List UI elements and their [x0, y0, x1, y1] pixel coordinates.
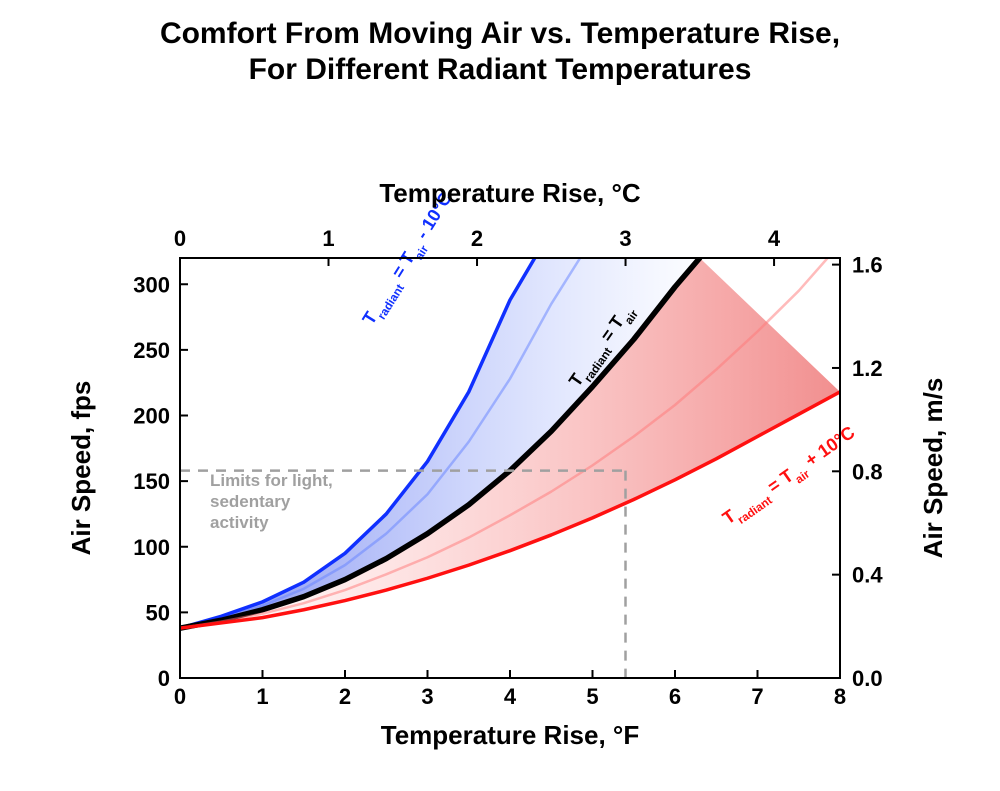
- svg-text:250: 250: [133, 338, 170, 363]
- y-left-axis-label: Air Speed, fps: [66, 381, 96, 556]
- blue-curve-label: Tradiant = Tair - 10°C: [358, 189, 460, 331]
- svg-text:1: 1: [322, 226, 334, 251]
- limit-annotation-line3: activity: [210, 513, 269, 532]
- svg-text:0: 0: [174, 226, 186, 251]
- svg-text:3: 3: [421, 684, 433, 709]
- svg-text:5: 5: [586, 684, 598, 709]
- svg-text:0: 0: [174, 684, 186, 709]
- svg-text:50: 50: [146, 600, 170, 625]
- svg-text:2: 2: [339, 684, 351, 709]
- limit-annotation-line1: Limits for light,: [210, 471, 333, 490]
- chart-svg: Tradiant = Tair - 10°C Tradiant = Tair T…: [0, 0, 1000, 786]
- x-bottom-ticks: 0 1 2 3 4 5 6 7 8: [174, 670, 846, 709]
- svg-text:100: 100: [133, 535, 170, 560]
- svg-text:1.2: 1.2: [852, 356, 883, 381]
- y-right-axis-label: Air Speed, m/s: [918, 378, 948, 559]
- svg-text:300: 300: [133, 272, 170, 297]
- svg-text:6: 6: [669, 684, 681, 709]
- svg-text:200: 200: [133, 404, 170, 429]
- svg-text:4: 4: [768, 226, 781, 251]
- svg-text:2: 2: [471, 226, 483, 251]
- svg-text:3: 3: [619, 226, 631, 251]
- svg-text:Tradiant = Tair - 10°C: Tradiant = Tair - 10°C: [358, 189, 460, 331]
- svg-text:0: 0: [158, 666, 170, 691]
- svg-text:0.0: 0.0: [852, 666, 883, 691]
- limit-annotation-line2: sedentary: [210, 492, 291, 511]
- svg-text:1.6: 1.6: [852, 253, 883, 278]
- chart-container: Tradiant = Tair - 10°C Tradiant = Tair T…: [0, 0, 1000, 786]
- svg-text:8: 8: [834, 684, 846, 709]
- page-root: { "title": { "text": "Comfort From Movin…: [0, 0, 1000, 786]
- x-bottom-axis-label: Temperature Rise, °F: [381, 720, 639, 750]
- svg-text:1: 1: [256, 684, 268, 709]
- svg-text:0.4: 0.4: [852, 563, 883, 588]
- x-top-axis-label: Temperature Rise, °C: [379, 178, 641, 208]
- svg-text:4: 4: [504, 684, 517, 709]
- svg-text:150: 150: [133, 469, 170, 494]
- svg-text:0.8: 0.8: [852, 459, 883, 484]
- svg-text:7: 7: [751, 684, 763, 709]
